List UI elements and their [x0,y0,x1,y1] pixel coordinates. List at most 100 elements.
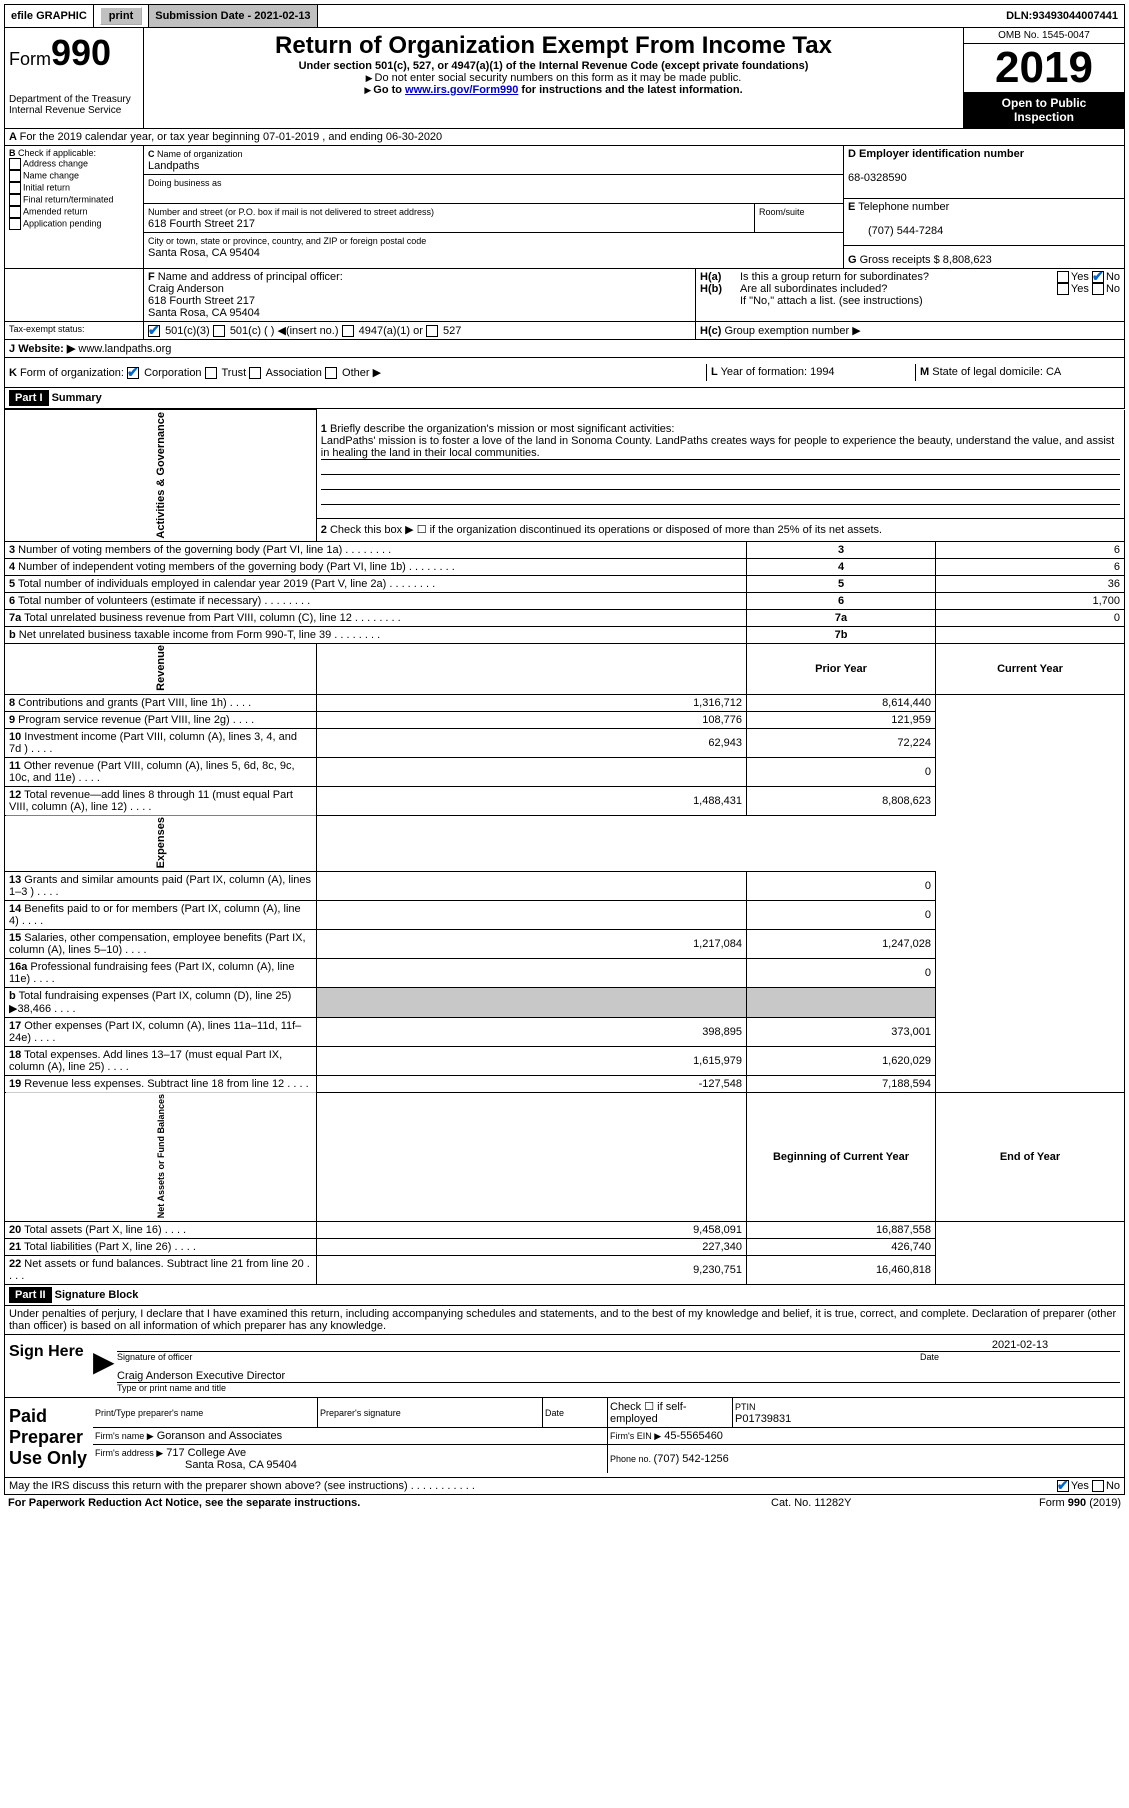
dba-label: Doing business as [148,178,222,188]
col-begin: Beginning of Current Year [773,1151,909,1163]
col-current: Current Year [997,663,1063,675]
line-a: A For the 2019 calendar year, or tax yea… [4,129,1125,146]
footer: For Paperwork Reduction Act Notice, see … [4,1495,1125,1511]
table-row: 17 Other expenses (Part IX, column (A), … [5,1017,1125,1046]
opt-4947[interactable]: 4947(a)(1) or [359,325,423,337]
opt-501c[interactable]: 501(c) ( ) ◀(insert no.) [230,325,339,337]
section-f-h: F Name and address of principal officer:… [4,269,1125,322]
tax-status-row: Tax-exempt status: 501(c)(3) 501(c) ( ) … [4,322,1125,340]
phone-label: Telephone number [858,201,949,213]
col-end: End of Year [1000,1151,1060,1163]
tax-year: 2019 [964,44,1124,92]
opt-501c3[interactable]: 501(c)(3) [165,325,210,337]
top-bar: efile GRAPHIC print Submission Date - 20… [4,4,1125,28]
hb-label: Are all subordinates included? [740,283,1057,295]
opt-address-change[interactable]: Address change [23,158,88,168]
table-row: 20 Total assets (Part X, line 16) . . . … [5,1222,1125,1239]
ptin-label: PTIN [735,1402,756,1412]
table-row: 19 Revenue less expenses. Subtract line … [5,1075,1125,1092]
year-formation: 1994 [810,366,834,378]
state-domicile: CA [1046,366,1061,378]
table-row: 18 Total expenses. Add lines 13–17 (must… [5,1046,1125,1075]
sign-here-label: Sign Here [5,1335,93,1397]
self-employed-label: Check ☐ if self-employed [610,1401,687,1425]
submission-cell: Submission Date - 2021-02-13 [149,5,317,27]
table-row: 11 Other revenue (Part VIII, column (A),… [5,757,1125,786]
subtitle-2: Do not enter social security numbers on … [148,72,959,84]
opt-527[interactable]: 527 [443,325,461,337]
table-row: 9 Program service revenue (Part VIII, li… [5,711,1125,728]
table-row: 7a Total unrelated business revenue from… [5,609,1125,626]
phone-value: (707) 544-7284 [848,225,943,237]
dln-cell: DLN: 93493044007441 [1000,5,1124,27]
gross-receipts-label: Gross receipts $ [860,254,943,266]
officer-addr2: Santa Rosa, CA 95404 [148,307,260,319]
sign-here-block: Sign Here ▶ 2021-02-13 Signature of offi… [4,1335,1125,1398]
dept-treasury: Department of the Treasury [9,94,139,105]
org-name: Landpaths [148,160,199,172]
officer-name: Craig Anderson [148,283,224,295]
table-row: 13 Grants and similar amounts paid (Part… [5,871,1125,900]
paid-preparer-label: Paid Preparer Use Only [5,1398,93,1477]
side-governance: Activities & Governance [5,410,317,542]
part1-header: Part I Summary [4,388,1125,409]
opt-corp[interactable]: Corporation [144,367,201,379]
ein-label: Employer identification number [859,148,1024,160]
table-row: 21 Total liabilities (Part X, line 26) .… [5,1239,1125,1256]
form-header: Form990 Department of the Treasury Inter… [4,28,1125,129]
table-row: 22 Net assets or fund balances. Subtract… [5,1256,1125,1285]
tax-status-label: Tax-exempt status: [9,324,85,334]
efile-label: efile GRAPHIC [5,5,94,27]
opt-name-change[interactable]: Name change [23,170,79,180]
form-number: Form990 [9,32,139,74]
firm-ein: 45-5565460 [664,1430,723,1442]
firm-phone: (707) 542-1256 [654,1453,729,1465]
hb-note: If "No," attach a list. (see instruction… [700,295,1120,307]
table-row: 5 Total number of individuals employed i… [5,575,1125,592]
opt-trust[interactable]: Trust [221,367,246,379]
print-cell: print [94,5,149,27]
opt-amended[interactable]: Amended return [23,206,88,216]
subtitle-1: Under section 501(c), 527, or 4947(a)(1)… [148,60,959,72]
footer-right: Form 990 (2019) [971,1497,1121,1509]
street-address: 618 Fourth Street 217 [148,218,255,230]
ha-label: Is this a group return for subordinates? [740,271,1057,283]
officer-name-title: Craig Anderson Executive Director [117,1370,1120,1383]
col-prior: Prior Year [815,663,867,675]
paid-preparer-block: Paid Preparer Use Only Print/Type prepar… [4,1398,1125,1478]
firm-addr1: 717 College Ave [166,1447,246,1459]
preparer-sig-label: Preparer's signature [320,1408,401,1418]
table-row: b Net unrelated business taxable income … [5,626,1125,643]
addr-label: Number and street (or P.O. box if mail i… [148,207,434,217]
table-row: 12 Total revenue—add lines 8 through 11 … [5,786,1125,815]
side-expenses: Expenses [5,815,317,871]
officer-addr1: 618 Fourth Street 217 [148,295,255,307]
table-row: 6 Total number of volunteers (estimate i… [5,592,1125,609]
omb-number: OMB No. 1545-0047 [964,28,1124,44]
sig-date: 2021-02-13 [920,1339,1120,1352]
opt-final-return[interactable]: Final return/terminated [23,194,114,204]
form-title: Return of Organization Exempt From Incom… [148,32,959,60]
form-org-label: Form of organization: [20,367,124,379]
side-netassets: Net Assets or Fund Balances [5,1092,317,1221]
table-row: 10 Investment income (Part VIII, column … [5,728,1125,757]
line-klm: K Form of organization: Corporation Trus… [4,358,1125,388]
officer-label: Name and address of principal officer: [158,271,343,283]
print-button[interactable]: print [100,7,142,25]
side-revenue: Revenue [5,643,317,694]
opt-initial-return[interactable]: Initial return [23,182,70,192]
opt-other[interactable]: Other ▶ [342,367,381,379]
line-j: J Website: ▶ www.landpaths.org [4,340,1125,358]
opt-app-pending[interactable]: Application pending [23,218,102,228]
footer-mid: Cat. No. 11282Y [771,1497,971,1509]
opt-assoc[interactable]: Association [266,367,322,379]
room-label: Room/suite [759,207,805,217]
hc-label: Group exemption number ▶ [724,325,860,337]
table-row: 14 Benefits paid to or for members (Part… [5,900,1125,929]
declaration: Under penalties of perjury, I declare th… [4,1306,1125,1335]
table-row: 16a Professional fundraising fees (Part … [5,958,1125,987]
irs-link[interactable]: www.irs.gov/Form990 [405,84,518,96]
discuss-row: May the IRS discuss this return with the… [4,1478,1125,1495]
date-label: Date [920,1352,1120,1362]
public-inspection: Open to PublicInspection [964,92,1124,128]
